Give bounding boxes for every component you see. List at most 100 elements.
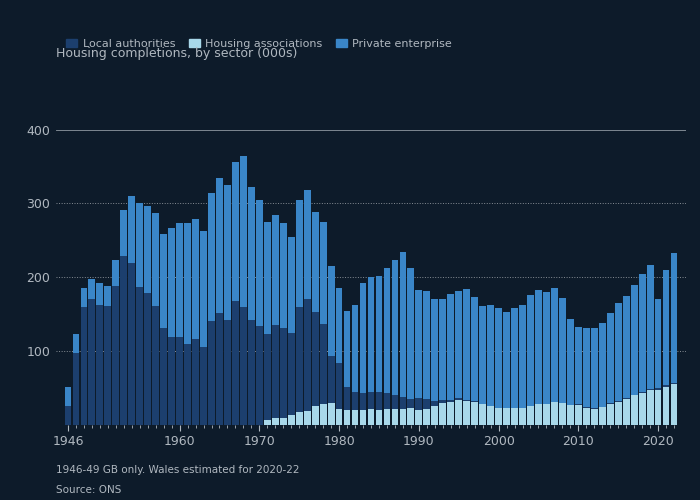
Bar [272,418,279,425]
Bar [471,402,478,425]
Bar [495,308,502,408]
Bar [344,310,351,386]
Bar [200,348,207,425]
Bar [431,402,438,406]
Bar [344,410,351,425]
Bar [351,410,358,425]
Bar [232,301,239,425]
Bar [376,410,382,425]
Bar [455,398,462,400]
Bar [416,398,422,410]
Bar [607,404,614,425]
Bar [104,286,111,306]
Bar [368,392,374,409]
Bar [128,196,135,262]
Bar [144,206,151,293]
Bar [153,213,159,306]
Bar [447,400,454,402]
Bar [320,324,326,404]
Bar [264,420,271,425]
Bar [64,386,71,406]
Bar [583,328,589,407]
Bar [280,328,287,418]
Bar [336,288,342,363]
Bar [671,384,678,425]
Bar [128,262,135,425]
Bar [551,288,558,402]
Bar [559,298,566,403]
Bar [184,344,191,425]
Bar [400,252,406,397]
Bar [240,307,247,425]
Bar [535,290,542,405]
Bar [320,404,326,425]
Bar [248,320,255,425]
Bar [288,414,295,425]
Bar [607,314,614,403]
Bar [543,292,550,404]
Bar [567,318,574,405]
Bar [208,321,215,425]
Bar [400,409,406,425]
Bar [663,385,669,386]
Bar [440,400,446,403]
Text: Housing completions, by sector (000s): Housing completions, by sector (000s) [56,47,298,60]
Bar [575,405,582,425]
Text: Source: ONS: Source: ONS [56,485,121,495]
Bar [384,268,391,392]
Bar [296,307,302,412]
Bar [671,253,678,383]
Bar [519,304,526,408]
Bar [527,406,534,425]
Bar [431,300,438,402]
Bar [407,408,414,425]
Bar [495,408,502,425]
Bar [240,156,247,307]
Bar [73,354,79,425]
Bar [671,383,678,384]
Bar [623,399,629,425]
Bar [391,410,398,425]
Bar [424,290,430,399]
Bar [463,400,470,425]
Bar [256,200,262,326]
Bar [216,178,223,314]
Bar [160,328,167,425]
Bar [416,410,422,425]
Bar [654,388,661,390]
Bar [312,312,318,406]
Bar [288,334,295,414]
Bar [623,398,629,399]
Bar [80,288,88,307]
Bar [654,390,661,425]
Bar [304,190,311,298]
Bar [455,292,462,399]
Bar [312,406,318,425]
Bar [407,268,414,399]
Bar [136,287,143,425]
Bar [623,296,629,399]
Bar [583,408,589,425]
Bar [296,412,302,425]
Bar [88,280,95,298]
Bar [336,409,342,425]
Bar [615,402,622,425]
Bar [455,400,462,425]
Bar [447,402,454,425]
Bar [480,404,486,425]
Bar [232,162,239,301]
Bar [503,312,510,408]
Bar [113,286,119,425]
Bar [120,210,127,256]
Bar [224,320,231,425]
Bar [304,298,311,411]
Bar [176,222,183,337]
Bar [519,408,526,425]
Bar [153,306,159,425]
Bar [631,286,638,395]
Bar [599,408,605,425]
Bar [647,390,654,425]
Bar [272,324,279,418]
Bar [424,399,430,409]
Bar [487,306,494,406]
